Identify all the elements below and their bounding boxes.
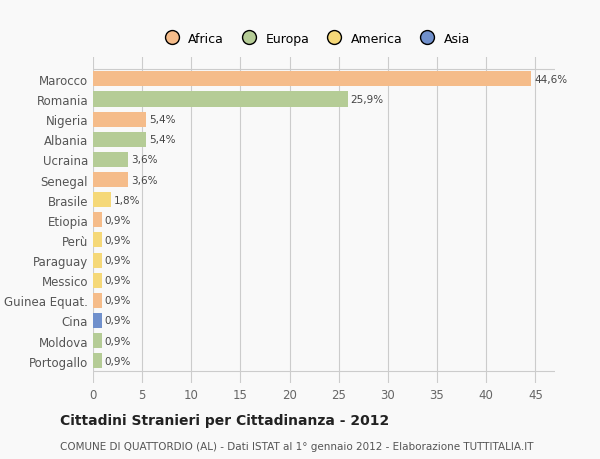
Text: 3,6%: 3,6% (131, 155, 158, 165)
Text: 0,9%: 0,9% (105, 356, 131, 366)
Bar (93, 273, 102, 288)
Bar (93, 333, 102, 348)
Text: Cittadini Stranieri per Cittadinanza - 2012: Cittadini Stranieri per Cittadinanza - 2… (60, 414, 389, 428)
Bar (93, 72, 532, 87)
Text: 0,9%: 0,9% (105, 275, 131, 285)
Bar (93, 353, 102, 369)
Bar (93, 313, 102, 328)
Bar (93, 92, 347, 107)
Bar (93, 193, 110, 208)
Bar (93, 253, 102, 268)
Bar (93, 152, 128, 168)
Text: 0,9%: 0,9% (105, 336, 131, 346)
Bar (93, 293, 102, 308)
Legend: Africa, Europa, America, Asia: Africa, Europa, America, Asia (155, 28, 475, 50)
Text: 0,9%: 0,9% (105, 215, 131, 225)
Text: 44,6%: 44,6% (535, 75, 568, 85)
Bar (93, 233, 102, 248)
Bar (93, 133, 146, 147)
Text: COMUNE DI QUATTORDIO (AL) - Dati ISTAT al 1° gennaio 2012 - Elaborazione TUTTITA: COMUNE DI QUATTORDIO (AL) - Dati ISTAT a… (60, 441, 533, 451)
Text: 1,8%: 1,8% (113, 195, 140, 205)
Text: 0,9%: 0,9% (105, 296, 131, 306)
Text: 5,4%: 5,4% (149, 135, 176, 145)
Bar (93, 112, 146, 128)
Text: 3,6%: 3,6% (131, 175, 158, 185)
Text: 0,9%: 0,9% (105, 235, 131, 246)
Text: 5,4%: 5,4% (149, 115, 176, 125)
Text: 0,9%: 0,9% (105, 256, 131, 265)
Bar (93, 173, 128, 188)
Text: 25,9%: 25,9% (350, 95, 383, 105)
Text: 0,9%: 0,9% (105, 316, 131, 326)
Bar (93, 213, 102, 228)
